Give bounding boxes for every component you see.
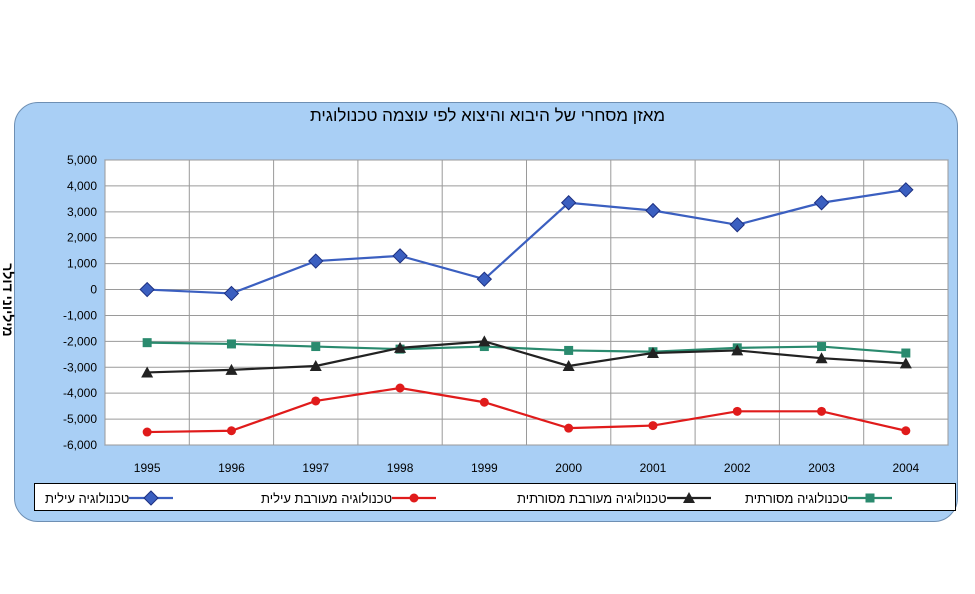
data-point (817, 406, 827, 416)
y-tick-label: 4,000 (67, 179, 97, 193)
x-tick-label: 1995 (134, 461, 161, 475)
legend-swatch (666, 492, 711, 503)
data-point (476, 271, 493, 287)
y-tick-label: 3,000 (67, 205, 97, 219)
y-tick-label: -2,000 (63, 334, 97, 348)
data-point (226, 426, 236, 436)
y-tick-label: 5,000 (67, 153, 97, 167)
legend: טכנולוגיה עילית טכנולוגיה מעורבת עילית טכנ… (34, 483, 956, 511)
x-tick-label: 1996 (218, 461, 245, 475)
y-tick-label: 1,000 (67, 257, 97, 271)
data-point (562, 359, 575, 371)
data-point (478, 335, 491, 347)
legend-swatch (129, 490, 174, 506)
data-point (309, 359, 322, 371)
data-point (564, 423, 574, 433)
data-point (646, 347, 659, 359)
legend-marker (409, 493, 419, 503)
legend-label: טכנולוגיה מעורבת עילית (261, 490, 393, 506)
data-point (815, 352, 828, 364)
data-point (311, 396, 321, 406)
x-tick-label: 2001 (640, 461, 667, 475)
y-tick-label: -1,000 (63, 308, 97, 322)
data-point (141, 366, 154, 378)
y-tick-label: 2,000 (67, 231, 97, 245)
x-tick-label: 2002 (724, 461, 751, 475)
data-point (731, 344, 744, 356)
series-line (147, 386, 907, 434)
data-point (395, 383, 405, 393)
series-line (147, 188, 907, 295)
data-point (732, 406, 742, 416)
data-point (479, 397, 489, 407)
data-point (226, 339, 236, 349)
data-point (223, 285, 240, 302)
x-tick-label: 1997 (302, 461, 329, 475)
legend-marker (865, 493, 875, 503)
x-tick-label: 1999 (471, 461, 498, 475)
data-point (392, 248, 408, 264)
data-point (394, 341, 407, 353)
data-point (645, 202, 661, 219)
data-point (142, 338, 152, 348)
legend-swatch (392, 493, 437, 503)
y-tick-label: -3,000 (63, 360, 97, 374)
legend-item: טכנולוגיה עילית (41, 488, 174, 508)
data-point (479, 342, 489, 352)
legend-marker (682, 492, 695, 503)
data-point (901, 426, 911, 436)
chart-title: מאזן מסחרי של היבוא והיצוא לפי עוצמה טכנ… (309, 106, 666, 125)
series-line (147, 340, 906, 374)
legend-item: טכנולוגיה מעורבת מסורתית (513, 488, 711, 508)
legend-label: טכנולוגיה עילית (45, 490, 130, 506)
legend-item: טכנולוגיה מסורתית (741, 488, 892, 508)
x-tick-label: 1998 (387, 461, 414, 475)
y-tick-label: -4,000 (63, 386, 97, 400)
legend-label: טכנולוגיה מסורתית (745, 490, 848, 506)
data-point (729, 217, 745, 233)
y-tick-label: -5,000 (63, 412, 97, 426)
y-tick-label: 0 (90, 283, 97, 297)
data-point (813, 195, 830, 211)
data-point (225, 363, 238, 375)
x-tick-label: 2000 (555, 461, 582, 475)
data-point (899, 357, 912, 369)
data-point (648, 421, 658, 431)
legend-item: טכנולוגיה מעורבת עילית (257, 488, 437, 508)
data-point (142, 427, 152, 437)
data-point (898, 182, 914, 198)
legend-label: טכנולוגיה מעורבת מסורתית (517, 490, 667, 506)
legend-marker (143, 490, 160, 506)
y-tick-label: -6,000 (63, 438, 97, 452)
data-point (560, 195, 577, 211)
x-tick-label: 2004 (892, 461, 919, 475)
data-point (311, 342, 321, 352)
data-point (308, 253, 324, 269)
data-point (139, 281, 155, 298)
data-point (564, 345, 574, 355)
data-point (817, 342, 827, 352)
x-tick-label: 2003 (808, 461, 835, 475)
data-point (901, 348, 911, 358)
legend-swatch (847, 493, 892, 503)
series-line (147, 341, 906, 355)
